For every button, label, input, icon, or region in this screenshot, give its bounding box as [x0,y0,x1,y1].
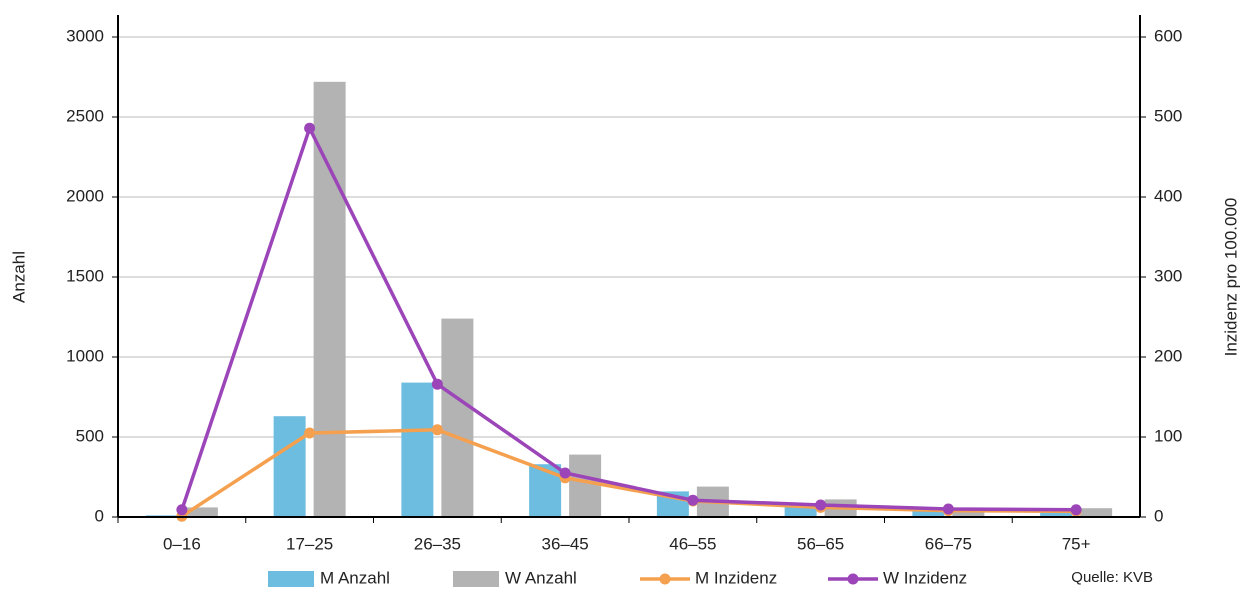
x-tick-label: 17–25 [286,534,333,553]
legend-swatch [453,571,499,587]
line [180,123,1077,512]
marker [815,499,827,511]
y2-tick-label: 500 [1154,106,1182,125]
legend-label: W Inzidenz [883,568,967,587]
y-axis-label: Anzahl [9,251,28,303]
bar [273,416,306,517]
y2-axis-label: Inzidenz pro 100.000 [1221,198,1240,357]
legend-label: M Anzahl [320,568,390,587]
y-tick-label: 2000 [66,186,104,205]
y2-tick-label: 600 [1154,26,1182,45]
marker [431,424,443,436]
marker [304,427,316,439]
legend-marker [847,573,859,585]
y-tick-label: 1000 [66,346,104,365]
x-tick-label: 46–55 [669,534,716,553]
y2-tick-label: 0 [1154,506,1163,525]
y-tick-label: 3000 [66,26,104,45]
marker [176,504,188,516]
legend-label: W Anzahl [505,568,577,587]
bar [441,318,474,517]
bar [569,454,602,517]
y-tick-label: 0 [95,506,104,525]
y-tick-label: 2500 [66,106,104,125]
legend-marker [659,573,671,585]
bar [313,81,346,518]
bar [1040,510,1073,517]
bar [784,505,817,517]
x-tick-label: 0–16 [163,534,201,553]
x-tick-label: 36–45 [541,534,588,553]
x-tick-label: 66–75 [925,534,972,553]
y-tick-label: 500 [76,426,104,445]
y-tick-label: 1500 [66,266,104,285]
marker [431,378,443,390]
bar [912,510,945,517]
marker [687,494,699,506]
x-tick-label: 26–35 [414,534,461,553]
source-note: Quelle: KVB [1071,569,1153,586]
y2-tick-label: 100 [1154,426,1182,445]
y2-tick-label: 300 [1154,266,1182,285]
y2-tick-label: 200 [1154,346,1182,365]
bar [952,509,985,517]
x-tick-label: 75+ [1062,534,1091,553]
legend-swatch [268,571,314,587]
marker [1070,504,1082,516]
bar [401,382,434,517]
marker [304,122,316,134]
x-tick-label: 56–65 [797,534,844,553]
bar [185,507,218,517]
legend-label: M Inzidenz [695,568,777,587]
marker [942,503,954,515]
marker [559,467,571,479]
y2-tick-label: 400 [1154,186,1182,205]
bar [1080,508,1113,517]
